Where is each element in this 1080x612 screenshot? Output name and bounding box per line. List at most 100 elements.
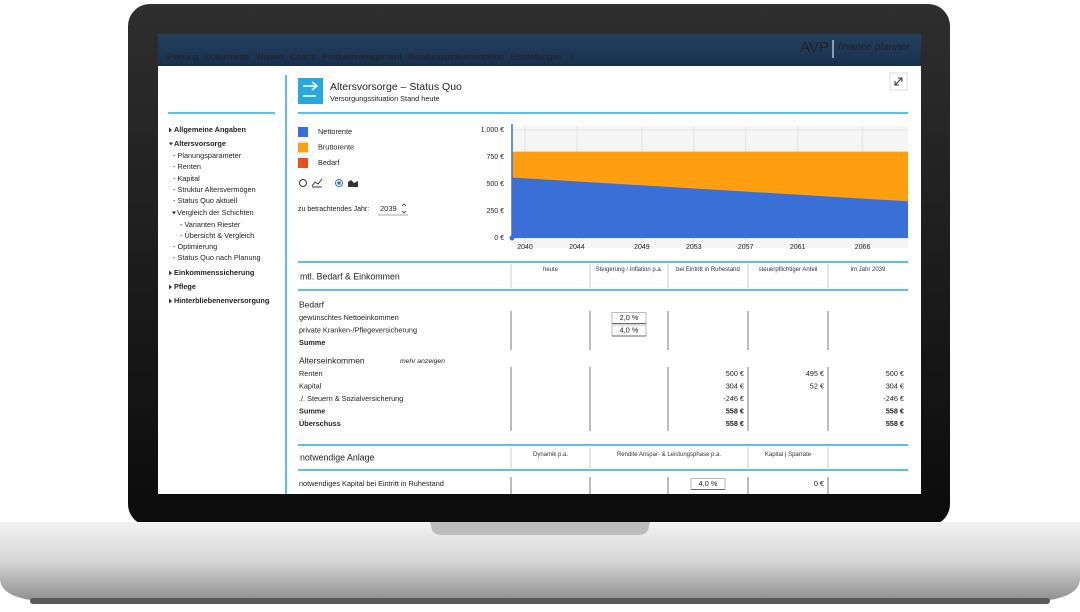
tree-marker [169,284,172,290]
cell: 558 € [886,406,904,415]
x-tick-label: 2053 [686,244,702,251]
hinge-notch [430,522,650,535]
page-subtitle: Versorgungssituation Stand heute [330,94,440,103]
cell: 0 € [814,479,824,488]
y-tick-label: 0 € [494,235,504,242]
row-label: Überschuss [299,419,341,428]
cell: -246 € [883,394,904,403]
row-label: Renten [299,369,323,378]
legend-label: Bruttorente [318,142,354,151]
cell: 558 € [726,419,744,428]
x-tick-label: 2049 [634,244,650,251]
menu-item[interactable]: Einstellungen [510,51,562,61]
sidebar-item[interactable]: Allgemeine Angaben [174,125,246,134]
year-value[interactable]: 2039 [380,204,397,213]
y-tick-label: 1.000 € [481,127,504,134]
x-tick-label: 2044 [569,244,585,251]
sidebar-item[interactable]: - Planungsparameter [173,151,242,160]
section-title: Bedarf [299,299,325,309]
x-tick-label: 2057 [738,244,754,251]
menu-item[interactable]: Dokumente [205,51,249,61]
nav-bar [158,34,921,66]
menu-item[interactable]: Produktmanagement [322,51,402,61]
tree-marker [169,270,172,276]
row-label: notwendiges Kapital bei Eintritt in Ruhe… [299,479,444,488]
section-title: Alterseinkommen [299,355,365,365]
radio-line-chart[interactable] [299,179,307,187]
row-label: private Kranken-/Pflegeversicherung [299,325,417,334]
header-icon-glyph [303,81,319,97]
row-label: Kapital [299,381,322,390]
sidebar-item[interactable]: - Struktur Altersvermögen [173,185,256,194]
sidebar-item[interactable]: Altersvorsorge [174,139,226,148]
sidebar-item[interactable]: - Status Quo aktuell [173,196,237,205]
legend-label: Nettorente [318,127,352,136]
cell: 558 € [726,406,744,415]
tree-marker [169,142,173,146]
sidebar-item[interactable]: - Kapital [173,174,200,183]
header-icon [298,78,323,104]
legend-label: Bedarf [318,158,340,167]
cell: 304 € [886,381,904,390]
sidebar-item[interactable]: Vergleich der Schichten [177,208,254,217]
menu-item[interactable]: ? [568,51,573,61]
x-tick-label: 2040 [517,244,533,251]
logo-sub: finance planner [838,41,910,53]
table-title: mtl. Bedarf & Einkommen [300,271,400,281]
table-title: notwendige Anlage [300,452,374,462]
x-tick-label: 2066 [855,244,871,251]
cell[interactable]: 4,0 % [699,479,718,488]
tree-marker [169,127,172,133]
sidebar-item[interactable]: - Status Quo nach Planung [173,253,261,262]
legend-swatch [298,127,308,137]
cell: 495 € [806,369,824,378]
year-spinner[interactable] [401,203,407,214]
sidebar-item[interactable]: Einkommenssicherung [174,268,254,277]
cell: 500 € [886,369,904,378]
base-edge [30,598,1050,604]
logo: AVP [800,39,829,56]
row-label: ./. Steuern & Sozialversicherung [299,394,403,403]
menu-item[interactable]: Charts [290,51,315,61]
cell: 558 € [886,419,904,428]
y-tick-label: 500 € [486,181,504,188]
menu-item[interactable]: Beratungsdokumentation [408,51,504,61]
row-label: Summe [299,338,325,347]
radio-dot [337,181,341,185]
legend-swatch [298,158,308,168]
sidebar-item[interactable]: - Optimierung [173,242,217,251]
area-chart-icon [348,180,358,187]
laptop-base [0,522,1080,601]
legend-swatch [298,142,308,153]
cell: 304 € [726,381,744,390]
menu-item[interactable]: Wissen [256,51,284,61]
line-chart-icon [311,178,323,188]
row-label: Summe [299,406,325,415]
area [512,177,908,238]
tree-marker [169,298,172,304]
cell: 52 € [810,381,824,390]
screen [158,34,921,494]
y-tick-label: 250 € [486,208,504,215]
sidebar-item[interactable]: Hinterbliebenenversorgung [174,296,269,305]
y-tick-label: 750 € [486,154,504,161]
axis-origin [509,235,515,241]
row-label: gewünschtes Nettoeinkommen [299,313,399,322]
sidebar-item[interactable]: Pflege [174,282,196,291]
cell[interactable]: 4,0 % [620,325,639,334]
sidebar-item[interactable]: - Varianten Riester [180,220,241,229]
cell: 500 € [726,369,744,378]
sidebar-item[interactable]: - Renten [173,162,201,171]
x-tick-label: 2061 [790,244,806,251]
section-note[interactable]: mehr anzeigen [400,358,445,365]
cell: -246 € [723,394,744,403]
year-label: zu betrachtendes Jahr: [298,206,369,213]
cell[interactable]: 2,0 % [620,313,639,322]
expand-glyph [894,77,903,86]
menu-item[interactable]: Planung [167,51,199,61]
sidebar-item[interactable]: - Übersicht & Vergleich [180,231,254,240]
page-title: Altersvorsorge – Status Quo [330,81,462,93]
tree-marker [172,211,176,215]
